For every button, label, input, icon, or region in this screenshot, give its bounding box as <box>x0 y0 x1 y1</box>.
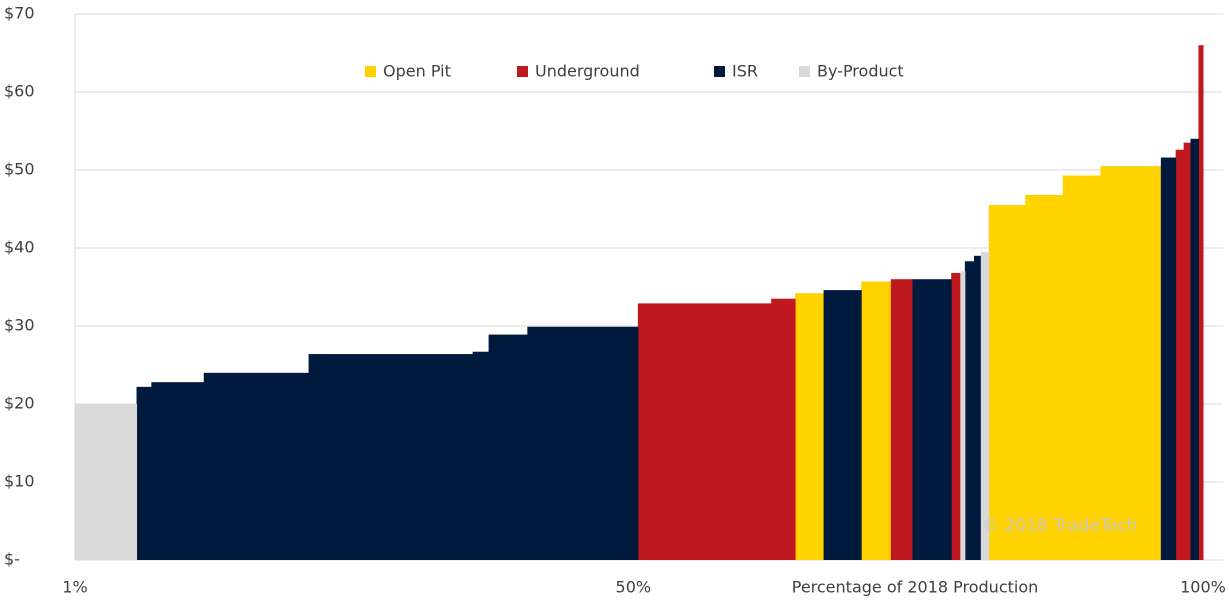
legend-swatch <box>365 66 376 77</box>
bar <box>637 303 772 560</box>
bar <box>861 281 892 560</box>
x-tick-label: 1% <box>62 578 87 597</box>
bar <box>1198 45 1204 560</box>
y-tick-label: $10 <box>4 472 35 491</box>
legend-swatch <box>517 66 528 77</box>
bar <box>960 271 966 560</box>
x-tick-label: 100% <box>1180 578 1226 597</box>
bar <box>1025 194 1064 560</box>
legend-label: Open Pit <box>383 62 451 81</box>
bar <box>912 279 952 560</box>
y-tick-label: $30 <box>4 316 35 335</box>
bar <box>472 351 490 560</box>
bar <box>988 205 1026 560</box>
y-tick-label: $40 <box>4 238 35 257</box>
bar <box>203 372 310 560</box>
legend-label: By-Product <box>817 62 904 81</box>
bar <box>951 272 961 560</box>
bar <box>980 251 990 560</box>
bar <box>308 354 474 560</box>
bar <box>1183 142 1191 560</box>
legend-item: ISR <box>714 62 758 81</box>
y-tick-label: $70 <box>4 4 35 23</box>
x-tick-label: 50% <box>616 578 652 597</box>
watermark: © 2018 TradeTech <box>982 516 1138 536</box>
bar <box>488 334 528 560</box>
legend-item: By-Product <box>799 62 904 81</box>
bar <box>1175 149 1185 560</box>
bar <box>890 279 913 560</box>
bar <box>1100 166 1162 560</box>
legend-label: ISR <box>732 62 758 81</box>
legend-swatch <box>714 66 725 77</box>
legend-item: Open Pit <box>365 62 451 81</box>
bar <box>973 255 982 561</box>
y-tick-label: $- <box>4 550 20 569</box>
legend-swatch <box>799 66 810 77</box>
bar <box>151 382 205 560</box>
bar <box>75 404 138 560</box>
legend-label: Underground <box>535 62 640 81</box>
bar <box>795 293 825 560</box>
bar <box>1062 175 1101 560</box>
bar <box>771 298 796 560</box>
bar <box>136 386 152 560</box>
y-tick-label: $20 <box>4 394 35 413</box>
bar <box>1190 138 1199 561</box>
y-tick-label: $60 <box>4 82 35 101</box>
bar <box>1160 157 1177 560</box>
x-axis-label: Percentage of 2018 Production <box>792 578 1039 597</box>
bar <box>527 326 639 560</box>
bar <box>964 261 975 560</box>
legend-item: Underground <box>517 62 640 81</box>
y-tick-label: $50 <box>4 160 35 179</box>
bar <box>823 290 862 560</box>
